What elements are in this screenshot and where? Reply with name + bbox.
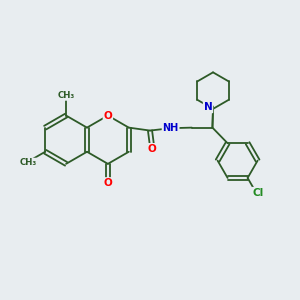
Text: O: O: [148, 144, 157, 154]
Text: N: N: [204, 102, 212, 112]
Text: CH₃: CH₃: [20, 158, 37, 167]
Text: Cl: Cl: [252, 188, 263, 198]
Text: CH₃: CH₃: [58, 91, 75, 100]
Text: O: O: [103, 178, 112, 188]
Text: NH: NH: [163, 123, 179, 133]
Text: O: O: [103, 110, 112, 121]
